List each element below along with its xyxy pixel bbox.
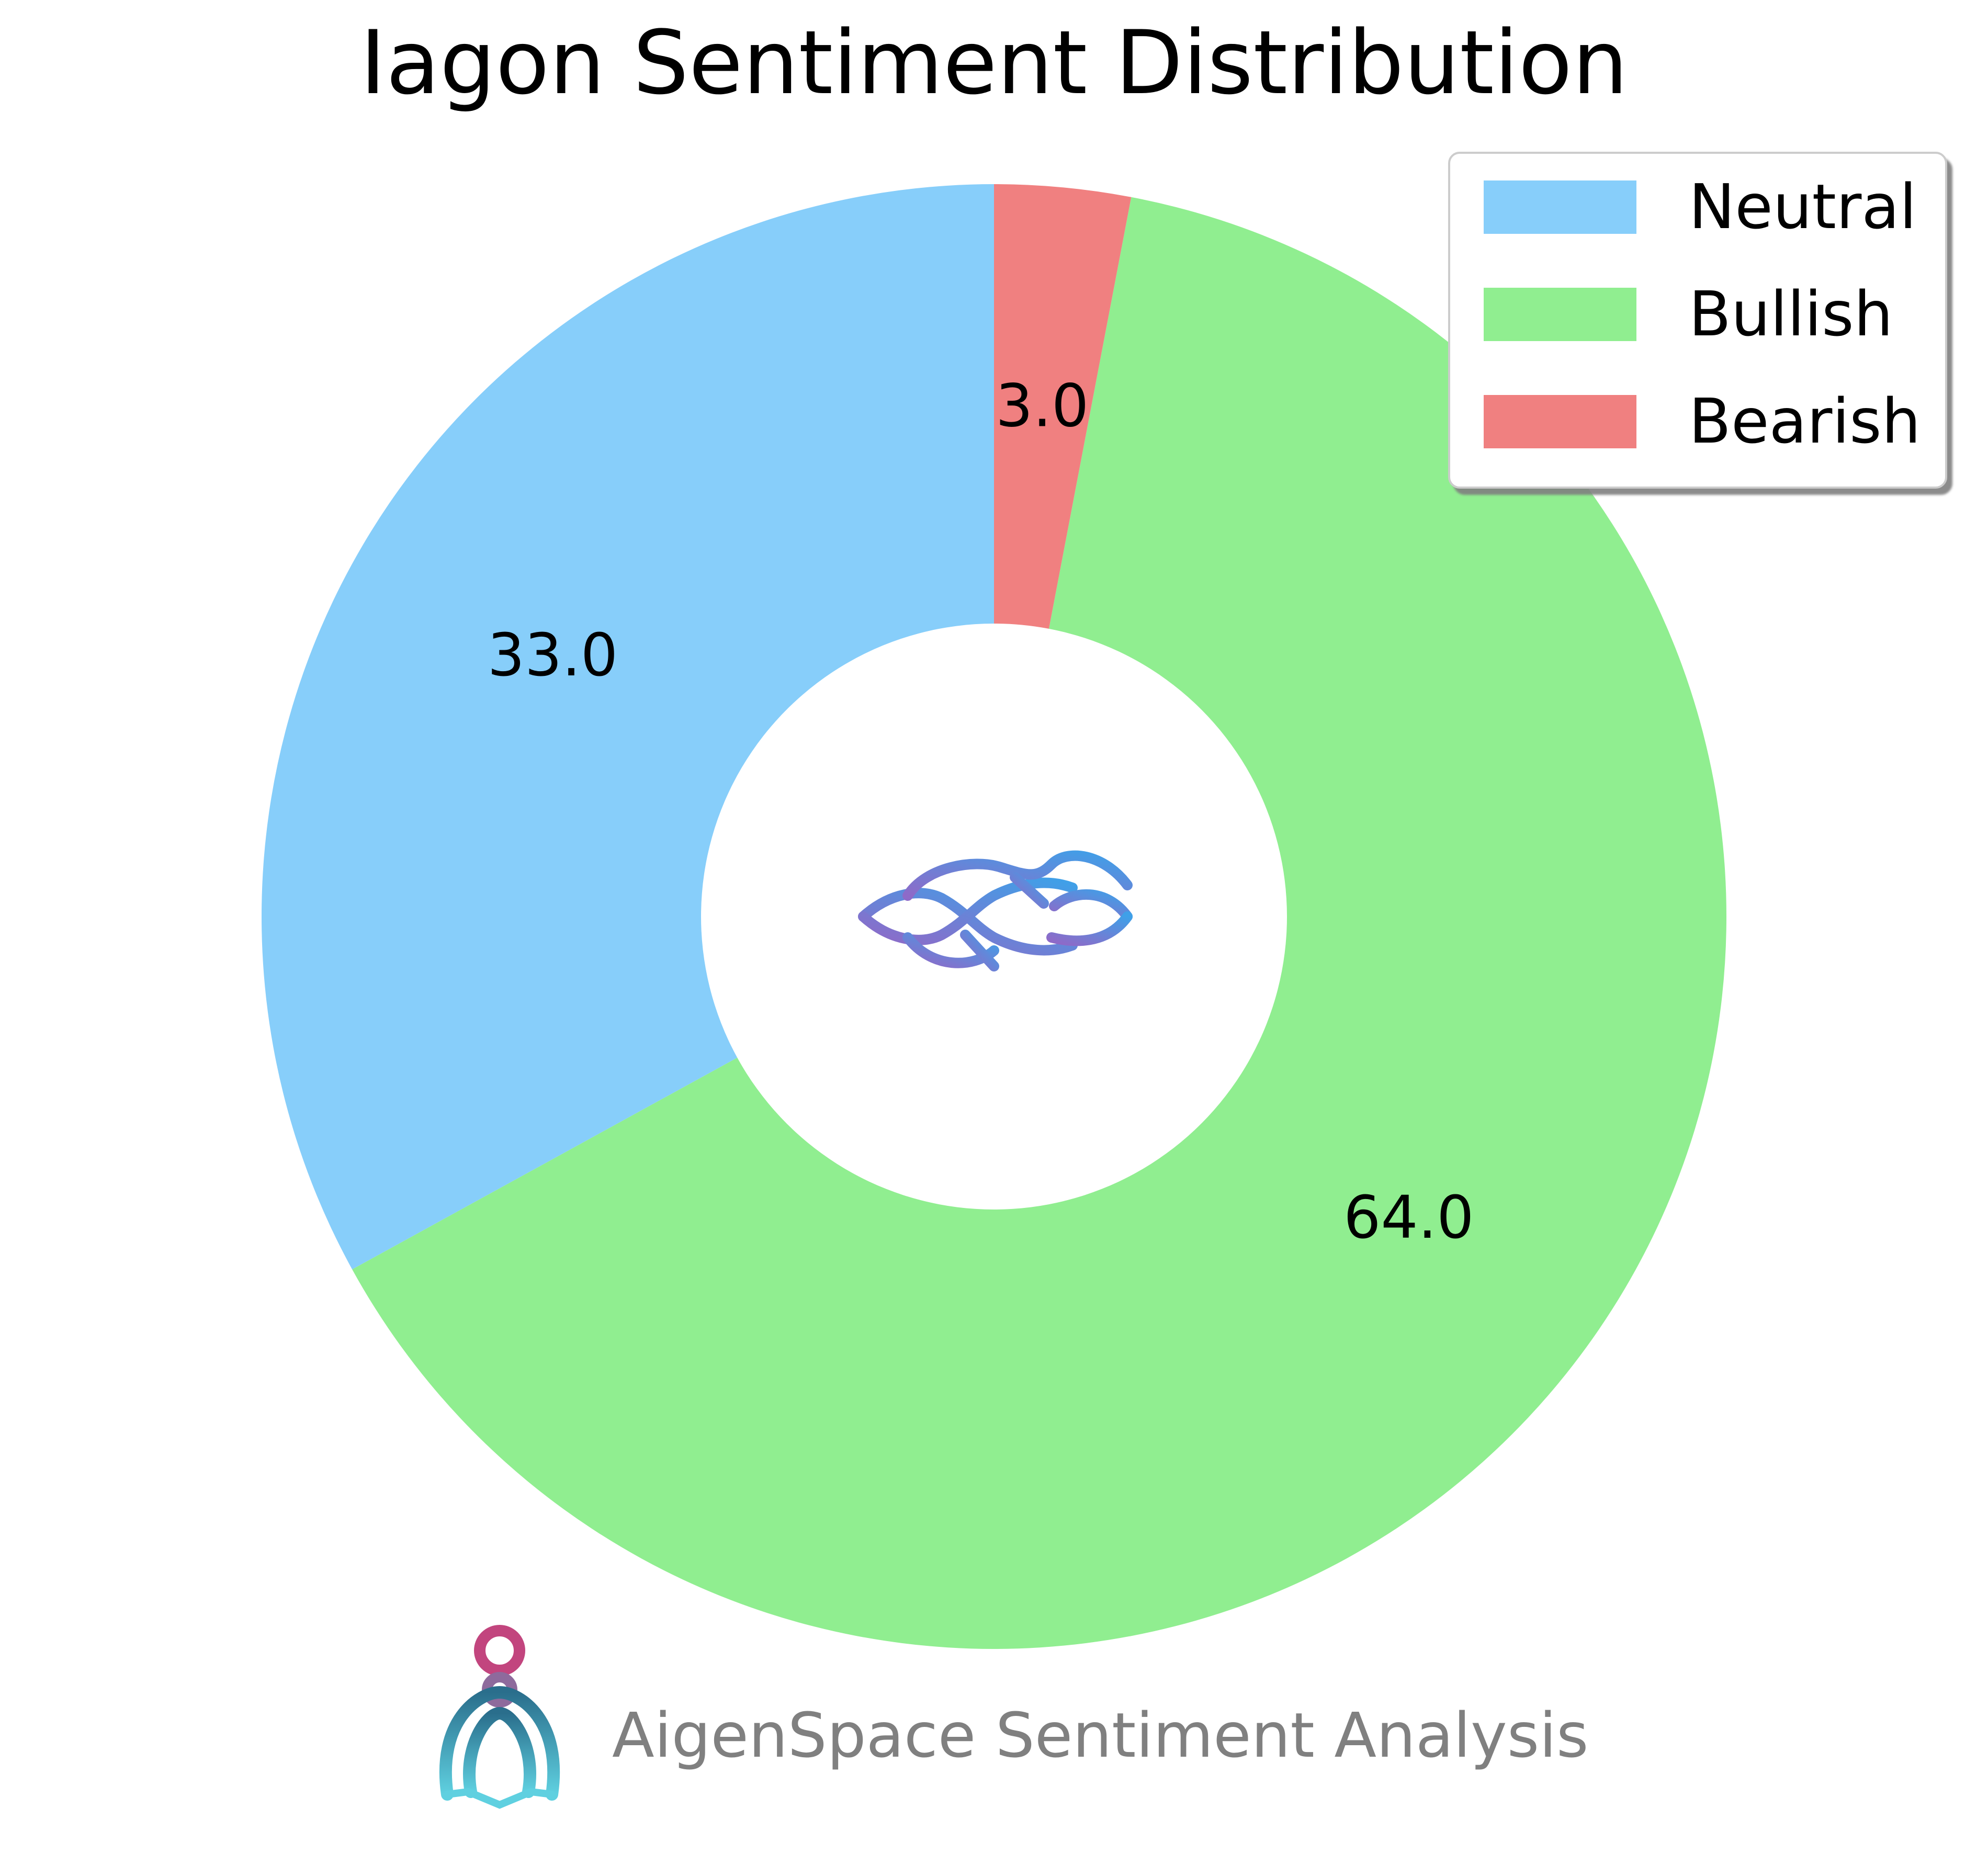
legend-swatch-bearish (1484, 395, 1636, 448)
slice-labels: 33.0 64.0 3.0 (488, 372, 1474, 1252)
chart-title: Iagon Sentiment Distribution (360, 12, 1628, 114)
donut-slices (261, 184, 1726, 1649)
footer: AigenSpace Sentiment Analysis (439, 1625, 1589, 1809)
slice-label-neutral: 33.0 (488, 621, 618, 690)
legend: Neutral Bullish Bearish (1448, 152, 1947, 489)
iagon-logo-icon (858, 850, 1133, 971)
legend-label-bullish: Bullish (1689, 278, 1893, 350)
legend-label-bearish: Bearish (1689, 385, 1921, 457)
footer-text: AigenSpace Sentiment Analysis (612, 1699, 1589, 1771)
legend-swatch-neutral (1484, 180, 1636, 234)
aigenspace-logo-icon (439, 1625, 560, 1809)
legend-label-neutral: Neutral (1689, 171, 1917, 243)
slice-bullish (352, 197, 1726, 1649)
legend-items: Neutral Bullish Bearish (1484, 171, 1921, 457)
slice-label-bearish: 3.0 (996, 372, 1089, 440)
slice-label-bullish: 64.0 (1343, 1184, 1474, 1252)
slice-neutral (261, 184, 994, 1270)
legend-swatch-bullish (1484, 288, 1636, 341)
slice-bearish (994, 184, 1132, 629)
